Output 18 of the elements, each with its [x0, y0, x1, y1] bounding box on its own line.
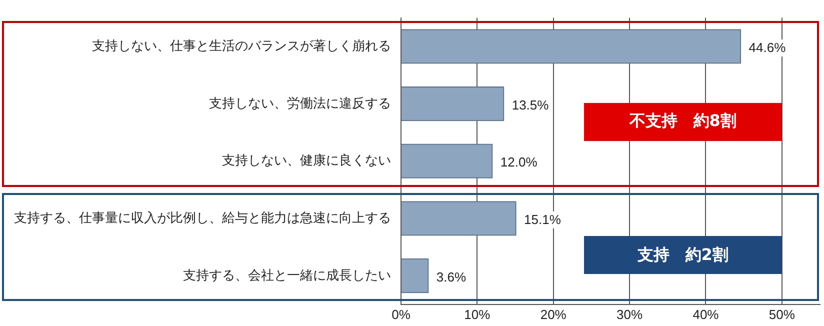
data-label: 12.0%	[500, 154, 538, 170]
x-tick-label: 20%	[540, 306, 567, 322]
y-tick-label: 支持しない、労働法に違反する	[209, 95, 391, 110]
x-tick-label: 30%	[616, 306, 643, 322]
x-tick-label: 0%	[392, 306, 411, 322]
x-tick-label: 50%	[768, 306, 796, 322]
y-tick-label: 支持する、会社と一緒に成長したい	[183, 267, 391, 282]
y-tick-label: 支持しない、仕事と生活のバランスが著しく崩れる	[92, 38, 391, 54]
data-label: 15.1%	[524, 212, 562, 227]
x-tick-label: 40%	[692, 306, 720, 322]
data-label: 3.6%	[436, 269, 466, 284]
data-label: 44.6%	[748, 40, 786, 56]
y-tick-label: 支持する、仕事量に収入が比例し、給与と能力は急速に向上する	[14, 210, 391, 225]
data-label: 13.5%	[512, 97, 550, 112]
label-box: 不支持 約8割	[584, 102, 782, 141]
y-tick-label: 支持しない、健康に良くない	[222, 152, 391, 168]
label-box: 支持 約2割	[584, 236, 782, 274]
x-tick-label: 10%	[464, 306, 491, 322]
